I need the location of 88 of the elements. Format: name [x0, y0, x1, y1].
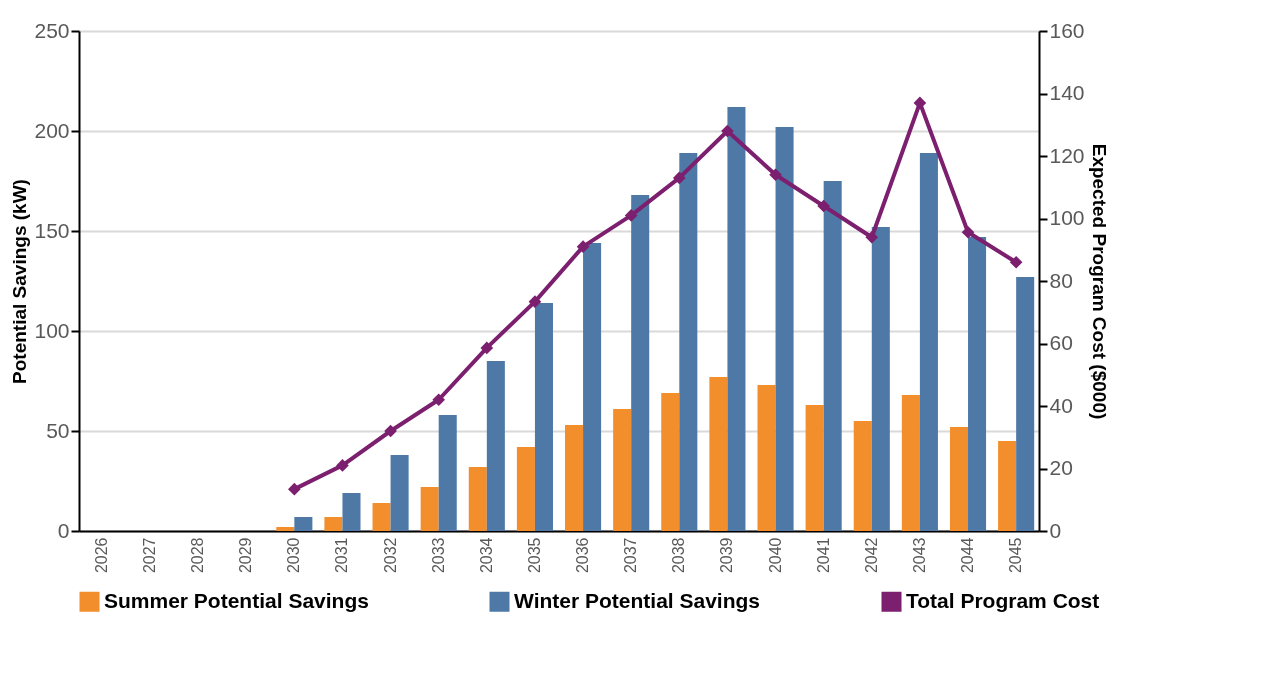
bar	[534, 303, 553, 531]
point	[1009, 255, 1023, 269]
x-tick-label: 2043	[910, 537, 928, 574]
y-tick-label: 50	[46, 418, 70, 442]
bar	[565, 425, 584, 531]
x-tick-label: 2029	[237, 537, 255, 574]
x-tick-label: 2026	[92, 537, 110, 574]
x-tick-label: 2036	[574, 537, 592, 574]
legend-label: Summer Potential Savings	[104, 588, 369, 612]
legend-label: Total Program Cost	[906, 588, 1100, 612]
legend-label: Winter Potential Savings	[514, 588, 761, 612]
bar	[372, 503, 391, 531]
bar	[294, 517, 313, 531]
x-tick-label: 2032	[381, 537, 399, 574]
y2-tick-label: 100	[1049, 206, 1085, 229]
y-tick-label: 150	[34, 218, 70, 242]
bar	[727, 107, 746, 531]
y-tick-label: 0	[57, 518, 70, 542]
x-tick-label: 2040	[766, 537, 784, 574]
y2-tick-label: 140	[1049, 81, 1085, 104]
point	[913, 96, 927, 110]
x-tick-label: 2031	[333, 537, 351, 574]
bar	[709, 377, 728, 531]
y2-axis-title: Expected Program Cost ($000)	[1088, 143, 1110, 420]
point	[817, 199, 830, 213]
bar	[486, 361, 505, 531]
point	[288, 482, 301, 496]
bar	[631, 195, 650, 531]
bar	[853, 421, 872, 531]
bar	[613, 409, 632, 531]
y-tick-label: 200	[34, 118, 70, 142]
bar	[823, 181, 842, 531]
y-tick-label: 250	[34, 18, 70, 42]
point	[769, 168, 782, 182]
bar	[998, 441, 1017, 531]
bar	[516, 447, 535, 531]
bar	[1016, 277, 1035, 531]
bar	[805, 405, 824, 531]
point	[480, 341, 494, 355]
x-tick-label: 2039	[718, 537, 736, 574]
point	[432, 393, 446, 407]
x-tick-label: 2028	[189, 537, 207, 574]
bar	[390, 455, 409, 531]
point	[384, 424, 397, 438]
point	[865, 230, 879, 244]
y2-tick-label: 160	[1049, 18, 1085, 42]
y2-tick-label: 80	[1049, 268, 1073, 292]
point	[961, 225, 975, 239]
y2-tick-label: 0	[1049, 518, 1062, 542]
bar	[276, 527, 295, 531]
x-tick-label: 2034	[477, 537, 495, 574]
bar	[661, 393, 680, 531]
x-tick-label: 2042	[862, 537, 880, 574]
bar	[919, 153, 938, 531]
bar	[420, 487, 439, 531]
bar	[757, 385, 776, 531]
bar	[438, 415, 457, 531]
y2-tick-label: 20	[1049, 456, 1073, 479]
y-tick-label: 100	[34, 318, 70, 342]
bar	[901, 395, 920, 531]
x-tick-label: 2030	[285, 537, 303, 574]
bar	[583, 243, 602, 531]
bar	[324, 517, 343, 531]
point	[576, 240, 590, 253]
x-tick-label: 2045	[1007, 537, 1025, 574]
point	[528, 295, 542, 308]
point	[336, 459, 349, 472]
point	[721, 124, 734, 138]
x-tick-label: 2027	[140, 537, 158, 574]
x-tick-label: 2037	[622, 537, 640, 574]
y-axis-title: Potential Savings (kW)	[9, 179, 31, 384]
y2-tick-label: 120	[1049, 143, 1085, 167]
bar	[468, 467, 487, 531]
y2-tick-label: 60	[1049, 331, 1073, 354]
bar	[871, 227, 890, 531]
bar	[968, 237, 987, 531]
bar	[679, 153, 698, 531]
bar	[342, 493, 361, 531]
x-tick-label: 2041	[814, 537, 832, 574]
x-tick-label: 2044	[959, 537, 977, 574]
bar	[775, 127, 794, 531]
y2-tick-label: 40	[1049, 393, 1073, 417]
bar	[949, 427, 969, 531]
point	[672, 171, 686, 185]
point	[624, 209, 638, 222]
x-tick-label: 2033	[429, 537, 447, 574]
x-tick-label: 2035	[525, 537, 543, 574]
x-tick-label: 2038	[670, 537, 688, 574]
